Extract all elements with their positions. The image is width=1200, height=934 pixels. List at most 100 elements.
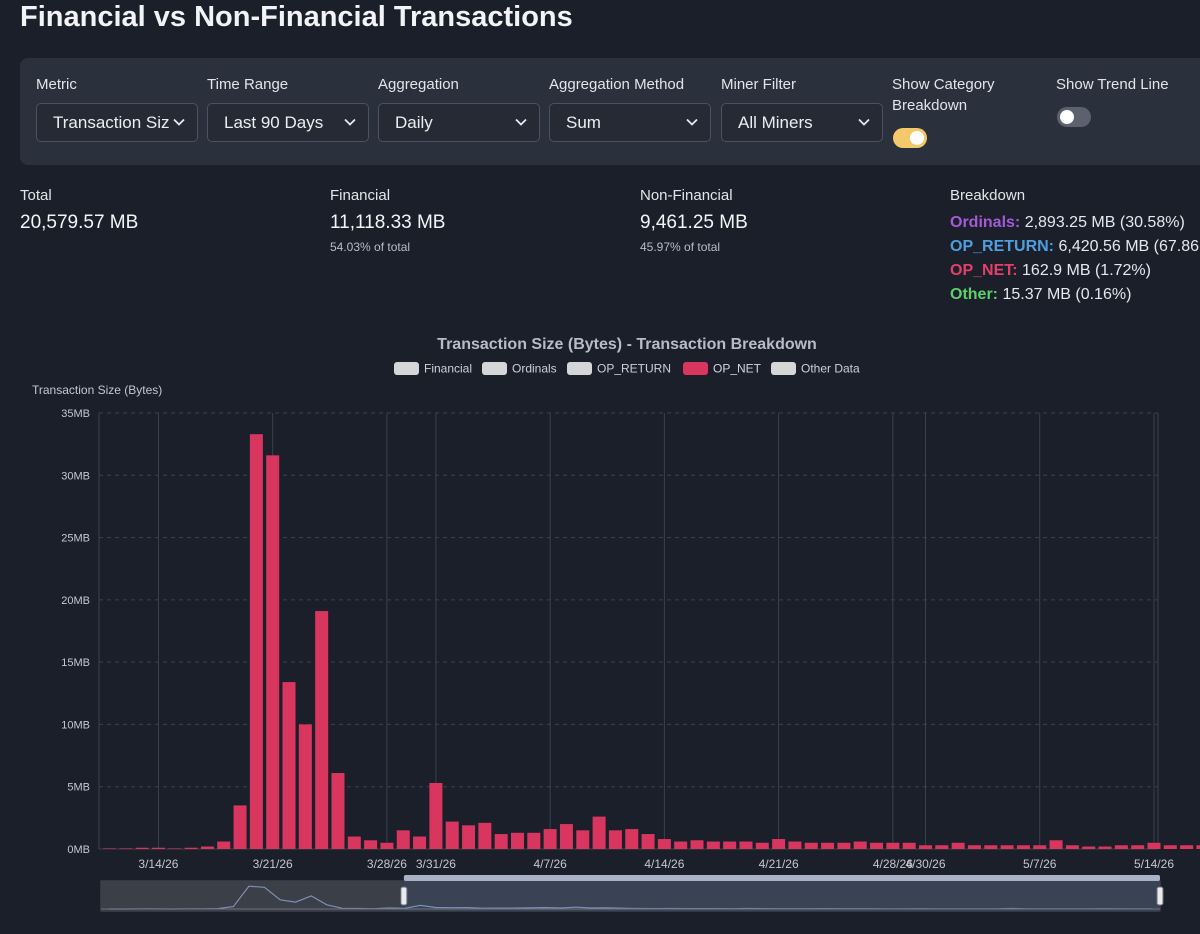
x-tick-label: 4/14/26 bbox=[644, 857, 684, 871]
trend-line-toggle[interactable] bbox=[1057, 107, 1091, 127]
chart-bar bbox=[217, 841, 231, 849]
breakdown-item: Other: 15.37 MB (0.16%) bbox=[950, 283, 1200, 307]
miner-filter-label: Miner Filter bbox=[721, 76, 797, 93]
chart-bar bbox=[135, 847, 149, 849]
breakdown-item-value: 162.9 MB (1.72%) bbox=[1022, 262, 1151, 279]
chevron-down-icon bbox=[515, 118, 527, 126]
legend-label: OP_RETURN bbox=[597, 362, 671, 376]
metric-label: Metric bbox=[36, 76, 77, 93]
breakdown-item-name: Other: bbox=[950, 286, 998, 303]
slider-unselected-region bbox=[101, 881, 404, 911]
chart-bar bbox=[1163, 845, 1177, 849]
breakdown-list: Ordinals: 2,893.25 MB (30.58%) OP_RETURN… bbox=[950, 211, 1200, 307]
legend-label: Financial bbox=[424, 362, 472, 376]
chart-bar bbox=[494, 834, 508, 849]
miner-filter-control: Miner Filter bbox=[721, 76, 796, 94]
time-range-select-value: Last 90 Days bbox=[224, 112, 324, 132]
y-tick-label: 20MB bbox=[61, 595, 90, 607]
chart-bar bbox=[429, 782, 443, 849]
chart-bar bbox=[1114, 845, 1128, 849]
slider-handle[interactable] bbox=[1156, 886, 1164, 906]
chart-bar bbox=[445, 821, 459, 849]
x-axis-ticks: 3/14/26 3/21/26 3/28/26 3/31/26 4/7/26 4/14/2… bbox=[138, 857, 1174, 871]
y-tick-label: 30MB bbox=[61, 470, 90, 482]
chart-bar bbox=[380, 842, 394, 849]
chart-bar bbox=[641, 834, 655, 849]
toggle-knob bbox=[910, 131, 924, 145]
stat-non-financial-label: Non-Financial bbox=[640, 187, 733, 204]
x-tick-label: 5/14/26 bbox=[1134, 857, 1174, 871]
chart-bar bbox=[870, 842, 884, 849]
miner-filter-select-value: All Miners bbox=[738, 112, 813, 132]
chart-bar bbox=[298, 724, 312, 849]
chart-bar bbox=[657, 839, 671, 849]
toggle-knob bbox=[1060, 110, 1074, 124]
metric-select[interactable]: Transaction Size (Bytes) bbox=[36, 103, 198, 142]
chart-bar bbox=[1082, 846, 1096, 849]
stat-financial-label: Financial bbox=[330, 187, 391, 204]
chart-bar bbox=[462, 825, 476, 849]
chart-bar bbox=[168, 848, 182, 849]
chart-bar bbox=[184, 847, 198, 849]
time-range-label: Time Range bbox=[207, 76, 289, 93]
stat-total-label: Total bbox=[20, 187, 52, 204]
chart-bar bbox=[706, 841, 720, 849]
chart-bar bbox=[1098, 846, 1112, 849]
chart-bar bbox=[511, 832, 524, 849]
aggregation-method-label: Aggregation Method bbox=[549, 76, 685, 93]
legend-swatch bbox=[394, 362, 419, 375]
chart-bar bbox=[1065, 845, 1079, 849]
slider-move-bar[interactable] bbox=[403, 875, 1160, 881]
breakdown-item: OP_NET: 162.9 MB (1.72%) bbox=[950, 259, 1200, 283]
stat-financial: Financial 11,118.33 MB 54.03% of total bbox=[330, 187, 445, 254]
legend-swatch bbox=[567, 362, 592, 375]
x-tick-label: 4/21/26 bbox=[759, 857, 799, 871]
stat-financial-value: 11,118.33 MB bbox=[330, 212, 446, 233]
time-range-control: Time Range bbox=[207, 76, 288, 94]
chart-bar bbox=[674, 841, 688, 849]
y-tick-label: 35MB bbox=[61, 408, 90, 420]
chart-bar bbox=[282, 682, 296, 849]
chart-bar bbox=[1016, 845, 1030, 849]
breakdown-item-name: OP_RETURN: bbox=[950, 238, 1055, 255]
y-tick-label: 5MB bbox=[67, 782, 90, 794]
chart-bar bbox=[1196, 845, 1200, 849]
chart-bar bbox=[755, 842, 769, 849]
chart-bar bbox=[723, 841, 737, 849]
legend-swatch bbox=[683, 362, 708, 375]
aggregation-method-select[interactable]: Sum bbox=[549, 103, 711, 142]
transaction-size-chart: Transaction Size (Bytes) - Transaction B… bbox=[32, 336, 1200, 912]
metric-select-value: Transaction Size (Bytes) bbox=[53, 112, 169, 132]
chart-bar bbox=[788, 841, 802, 849]
chart-bar bbox=[1180, 845, 1194, 849]
legend-swatch bbox=[771, 362, 796, 375]
x-tick-label: 3/31/26 bbox=[416, 857, 456, 871]
aggregation-control: Aggregation bbox=[378, 76, 459, 94]
x-tick-label: 3/28/26 bbox=[367, 857, 407, 871]
chart-bar bbox=[396, 830, 410, 849]
chart-bar bbox=[151, 847, 165, 849]
zoom-slider[interactable] bbox=[100, 875, 1164, 912]
trend-line-control: Show Trend Line bbox=[1056, 74, 1169, 95]
time-range-select[interactable]: Last 90 Days bbox=[207, 103, 369, 142]
breakdown-item: OP_RETURN: 6,420.56 MB (67.86 bbox=[950, 235, 1200, 259]
stat-breakdown: Breakdown Ordinals: 2,893.25 MB (30.58%)… bbox=[950, 187, 1200, 307]
legend-label: Other Data bbox=[801, 362, 860, 376]
chart-bar bbox=[527, 832, 541, 849]
page-title: Financial vs Non-Financial Transactions bbox=[20, 1, 573, 33]
breakdown-item-name: Ordinals: bbox=[950, 214, 1021, 231]
slider-handle[interactable] bbox=[400, 886, 408, 906]
chart-bar bbox=[315, 611, 329, 849]
category-breakdown-toggle[interactable] bbox=[893, 128, 927, 148]
chart-bar bbox=[103, 848, 116, 849]
y-tick-label: 25MB bbox=[61, 533, 90, 545]
y-tick-label: 15MB bbox=[61, 657, 90, 669]
x-tick-label: 3/21/26 bbox=[253, 857, 293, 871]
chevron-down-icon bbox=[858, 118, 870, 126]
chart-legend: Financial Ordinals OP_RETURN OP_NET Other Da… bbox=[394, 362, 860, 376]
miner-filter-select[interactable]: All Miners bbox=[721, 103, 883, 142]
aggregation-select[interactable]: Daily bbox=[378, 103, 540, 142]
chart-bar bbox=[886, 842, 900, 849]
x-tick-label: 3/14/26 bbox=[138, 857, 178, 871]
